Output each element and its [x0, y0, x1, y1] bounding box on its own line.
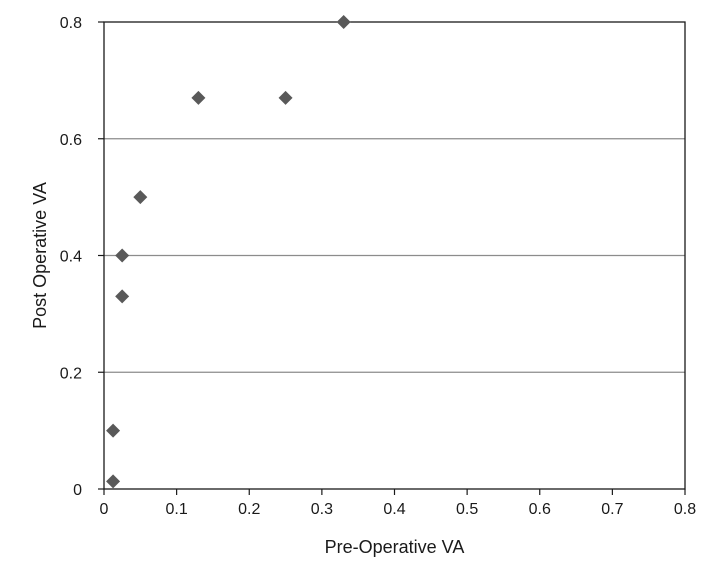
y-axis-title: Post Operative VA: [30, 182, 50, 329]
data-point-0-3: [133, 190, 148, 205]
x-tick-label-1: 0.1: [166, 501, 188, 518]
data-point-0-4: [115, 248, 130, 263]
x-tick-label-4: 0.4: [383, 501, 405, 518]
data-point-0-7: [106, 474, 121, 489]
y-tick-label-0: 0: [73, 482, 82, 499]
x-tick-label-3: 0.3: [311, 501, 333, 518]
x-tick-label-6: 0.6: [529, 501, 551, 518]
x-tick-label-7: 0.7: [601, 501, 623, 518]
data-point-0-5: [115, 289, 130, 304]
x-tick-label-2: 0.2: [238, 501, 260, 518]
gridlines: [104, 138, 685, 373]
y-tick-label-2: 0.4: [60, 249, 82, 266]
x-axis-tick-labels: 0 0.1 0.2 0.3 0.4 0.5 0.6 0.7 0.8: [100, 501, 697, 518]
x-tick-label-5: 0.5: [456, 501, 478, 518]
y-tick-label-3: 0.6: [60, 132, 82, 149]
y-tick-label-1: 0.2: [60, 365, 82, 382]
data-points: [106, 15, 351, 489]
x-tick-label-8: 0.8: [674, 501, 696, 518]
x-tick-label-0: 0: [100, 501, 109, 518]
y-tick-label-4: 0.8: [60, 15, 82, 32]
axis-ticks: [98, 21, 686, 495]
data-point-0-1: [191, 90, 206, 105]
data-point-0-6: [106, 423, 121, 438]
data-point-0-2: [278, 90, 293, 105]
y-axis-tick-labels: 0 0.2 0.4 0.6 0.8: [60, 15, 82, 499]
data-point-0-0: [336, 15, 351, 29]
x-axis-title: Pre-Operative VA: [325, 537, 465, 557]
